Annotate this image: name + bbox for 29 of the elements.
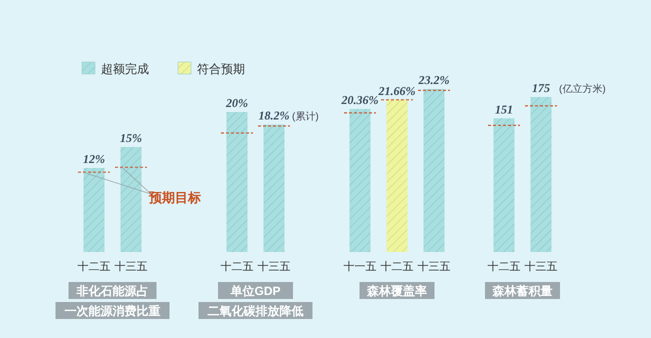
x-tick-label: 十二五 xyxy=(78,260,110,273)
x-tick-label: 十一五 xyxy=(344,260,376,273)
data-label: 18.2% xyxy=(258,108,290,123)
x-tick-label: 十三五 xyxy=(418,260,450,273)
text: 非化石能源占 xyxy=(76,284,148,298)
x-tick-label: 十二五 xyxy=(380,260,414,273)
text: 二氧化碳排放降低 xyxy=(208,304,304,318)
x-tick-label: 十三五 xyxy=(258,260,290,273)
text: 一次能源消费比重 xyxy=(64,304,160,318)
legend-label: 超额完成 xyxy=(101,62,149,76)
x-tick-label: 十二五 xyxy=(220,260,254,273)
text: (亿立方米) xyxy=(559,83,606,95)
data-label: 151 xyxy=(495,102,513,116)
x-tick-label: 十三五 xyxy=(114,260,148,273)
text: 森林蓄积量 xyxy=(492,284,552,298)
text: 单位GDP xyxy=(229,284,281,298)
data-label: 15% xyxy=(120,131,142,145)
data-label: 21.66% xyxy=(378,84,416,98)
data-label: 23.2% xyxy=(418,73,450,87)
text: 森林覆盖率 xyxy=(366,284,427,298)
data-label: 20.36% xyxy=(340,92,378,107)
ref-line-label: 预期目标 xyxy=(148,190,201,205)
data-label: 12% xyxy=(83,152,105,166)
annotation: (累计) xyxy=(292,110,319,123)
legend-label: 符合预期 xyxy=(197,62,245,76)
x-tick-label: 十二五 xyxy=(488,260,520,273)
data-label: 175 xyxy=(532,81,550,95)
x-tick-label: 十三五 xyxy=(524,260,558,273)
data-label: 20% xyxy=(225,96,248,110)
